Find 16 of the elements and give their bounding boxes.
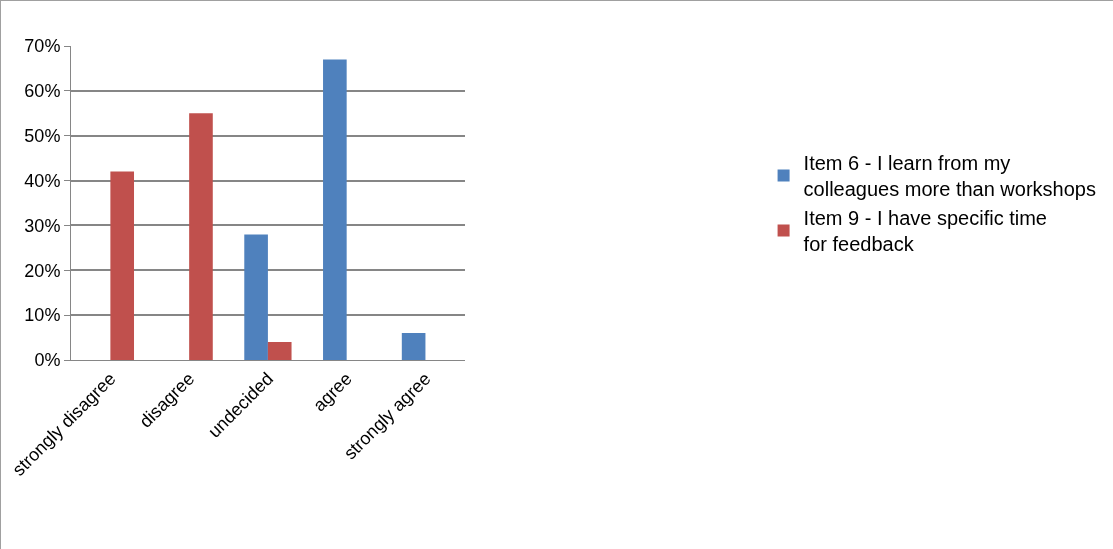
y-tick-label: 40% <box>24 170 61 191</box>
bar <box>244 234 268 360</box>
legend-label: Item 6 - I learn from my colleagues more than workshops <box>803 152 1096 201</box>
y-tick-label: 10% <box>24 305 61 326</box>
legend-label: Item 9 - I have specific time for feedback <box>803 207 1047 256</box>
bar <box>189 113 213 360</box>
bar <box>110 171 135 360</box>
bar <box>401 333 426 360</box>
y-tick-label: 60% <box>24 81 61 102</box>
bar <box>267 342 292 360</box>
y-tick-label: 0% <box>34 350 61 371</box>
y-tick-label: 20% <box>24 260 61 281</box>
bar <box>323 59 347 360</box>
y-tick-label: 30% <box>24 215 61 236</box>
y-tick-label: 70% <box>24 36 61 57</box>
y-tick-label: 50% <box>24 126 61 147</box>
